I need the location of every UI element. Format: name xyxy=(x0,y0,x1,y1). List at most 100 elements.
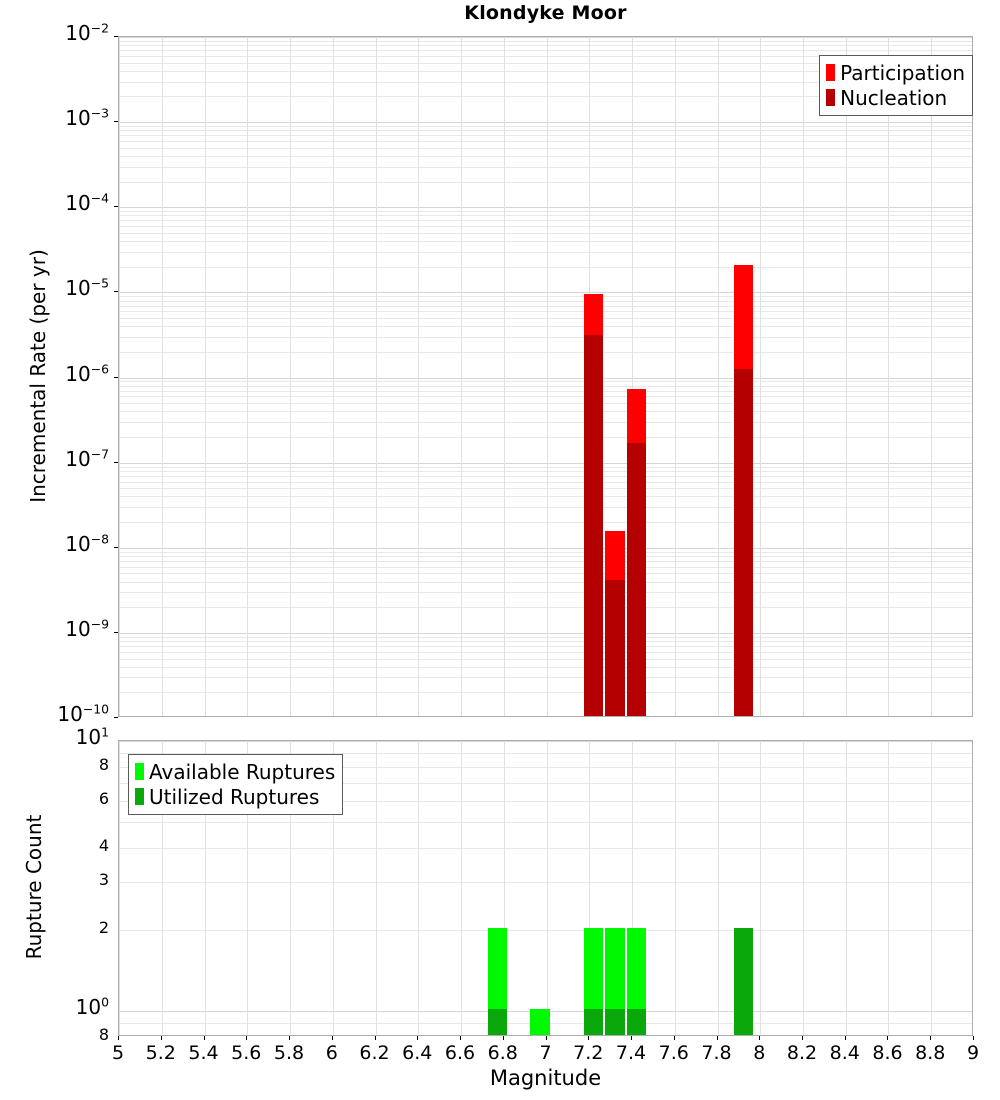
x-tick-label: 8 xyxy=(753,1042,766,1064)
gridline-vertical xyxy=(931,741,932,1035)
legend-label-utilized-ruptures: Utilized Ruptures xyxy=(149,784,320,809)
gridline-horizontal xyxy=(119,167,972,168)
gridline-vertical xyxy=(205,741,206,1035)
bar-nucleation xyxy=(733,368,753,716)
gridline-horizontal xyxy=(119,822,972,823)
legend-item-available-ruptures[interactable]: Available Ruptures xyxy=(135,759,335,784)
y-tick-label-minor: 8 xyxy=(98,755,109,775)
gridline-vertical xyxy=(418,741,419,1035)
gridline-horizontal xyxy=(119,463,972,464)
gridline-horizontal xyxy=(119,306,972,307)
y-tick-label: 10−7 xyxy=(65,445,109,471)
x-tick-label: 8.2 xyxy=(786,1042,818,1064)
gridline-horizontal xyxy=(119,45,972,46)
page-title: Klondyke Moor xyxy=(464,2,627,24)
bottom-panel-y-axis-label: Rupture Count xyxy=(22,814,46,960)
gridline-horizontal xyxy=(119,476,972,477)
legend-item-nucleation[interactable]: Nucleation xyxy=(826,85,965,110)
x-tick-label: 6 xyxy=(325,1042,338,1064)
gridline-horizontal xyxy=(119,122,972,123)
gridline-vertical xyxy=(760,741,761,1035)
gridline-horizontal xyxy=(119,96,972,97)
x-tick-mark xyxy=(759,1036,760,1040)
gridline-horizontal xyxy=(119,633,972,634)
gridline-horizontal xyxy=(119,471,972,472)
y-tick-label: 10−9 xyxy=(65,616,109,641)
gridline-horizontal xyxy=(119,561,972,562)
gridline-horizontal xyxy=(119,801,972,802)
bar-available-ruptures xyxy=(487,927,507,1035)
y-tick-label: 10−10 xyxy=(57,701,109,726)
bar-available-ruptures xyxy=(583,927,604,1035)
gridline-horizontal xyxy=(119,182,972,183)
x-tick-label: 7.8 xyxy=(701,1042,732,1064)
gridline-horizontal xyxy=(119,126,972,127)
gridline-horizontal xyxy=(119,215,972,216)
gridline-horizontal xyxy=(119,56,972,57)
legend-item-participation[interactable]: Participation xyxy=(826,60,965,85)
nucleation-color-swatch xyxy=(826,89,836,106)
x-tick-mark xyxy=(417,1036,418,1040)
gridline-vertical xyxy=(376,741,377,1035)
gridline-horizontal xyxy=(119,659,972,660)
y-tick-mark xyxy=(114,462,118,463)
gridline-vertical xyxy=(205,37,206,716)
bar-nucleation xyxy=(583,334,604,716)
x-tick-label: 9 xyxy=(966,1042,980,1064)
legend-label-nucleation: Nucleation xyxy=(840,85,948,110)
y-tick-mark xyxy=(114,632,118,633)
gridline-horizontal xyxy=(119,882,972,883)
gridline-vertical xyxy=(675,37,676,716)
gridline-vertical xyxy=(162,37,163,716)
gridline-vertical xyxy=(461,741,462,1035)
gridline-horizontal xyxy=(119,71,972,72)
x-tick-mark xyxy=(332,1036,333,1040)
top-panel-legend: Participation Nucleation xyxy=(819,55,973,116)
x-tick-label: 5.8 xyxy=(273,1042,305,1064)
x-tick-label: 8.4 xyxy=(829,1042,860,1064)
x-tick-mark xyxy=(289,1036,290,1040)
gridline-horizontal xyxy=(119,607,972,608)
gridline-vertical xyxy=(632,741,633,1035)
x-tick-label: 7.2 xyxy=(573,1042,604,1064)
gridline-vertical xyxy=(418,37,419,716)
gridline-horizontal xyxy=(119,37,972,38)
x-tick-mark xyxy=(588,1036,589,1040)
gridline-horizontal xyxy=(119,411,972,412)
gridline-vertical xyxy=(931,37,932,716)
x-tick-mark xyxy=(375,1036,376,1040)
gridline-vertical xyxy=(162,741,163,1035)
x-tick-label: 7.6 xyxy=(658,1042,689,1064)
x-tick-label: 8.8 xyxy=(915,1042,946,1064)
participation-color-swatch xyxy=(826,64,836,81)
gridline-horizontal xyxy=(119,337,972,338)
gridline-vertical xyxy=(247,37,248,716)
x-tick-label: 5.2 xyxy=(145,1042,176,1064)
gridline-vertical xyxy=(333,741,334,1035)
gridline-vertical xyxy=(376,37,377,716)
x-tick-label: 5.6 xyxy=(231,1042,262,1064)
available-ruptures-color-swatch xyxy=(135,763,144,780)
gridline-horizontal xyxy=(119,573,972,574)
y-tick-label: 10−3 xyxy=(65,105,109,131)
y-tick-label: 10−4 xyxy=(65,190,109,216)
legend-item-utilized-ruptures[interactable]: Utilized Ruptures xyxy=(135,784,335,809)
gridline-horizontal xyxy=(119,226,972,227)
gridline-horizontal xyxy=(119,301,972,302)
gridline-vertical xyxy=(803,37,804,716)
legend-label-participation: Participation xyxy=(840,60,965,85)
x-tick-mark xyxy=(887,1036,888,1040)
gridline-horizontal xyxy=(119,667,972,668)
y-tick-label: 10−5 xyxy=(65,275,109,301)
gridline-vertical xyxy=(119,37,120,716)
gridline-horizontal xyxy=(119,82,972,83)
gridline-horizontal xyxy=(119,41,972,42)
gridline-horizontal xyxy=(119,437,972,438)
gridline-horizontal xyxy=(119,552,972,553)
gridline-horizontal xyxy=(119,641,972,642)
x-axis-label: Magnitude xyxy=(489,1066,602,1090)
y-tick-label: 10−6 xyxy=(65,360,109,386)
y-tick-mark xyxy=(114,717,118,718)
gridline-horizontal xyxy=(119,292,972,293)
